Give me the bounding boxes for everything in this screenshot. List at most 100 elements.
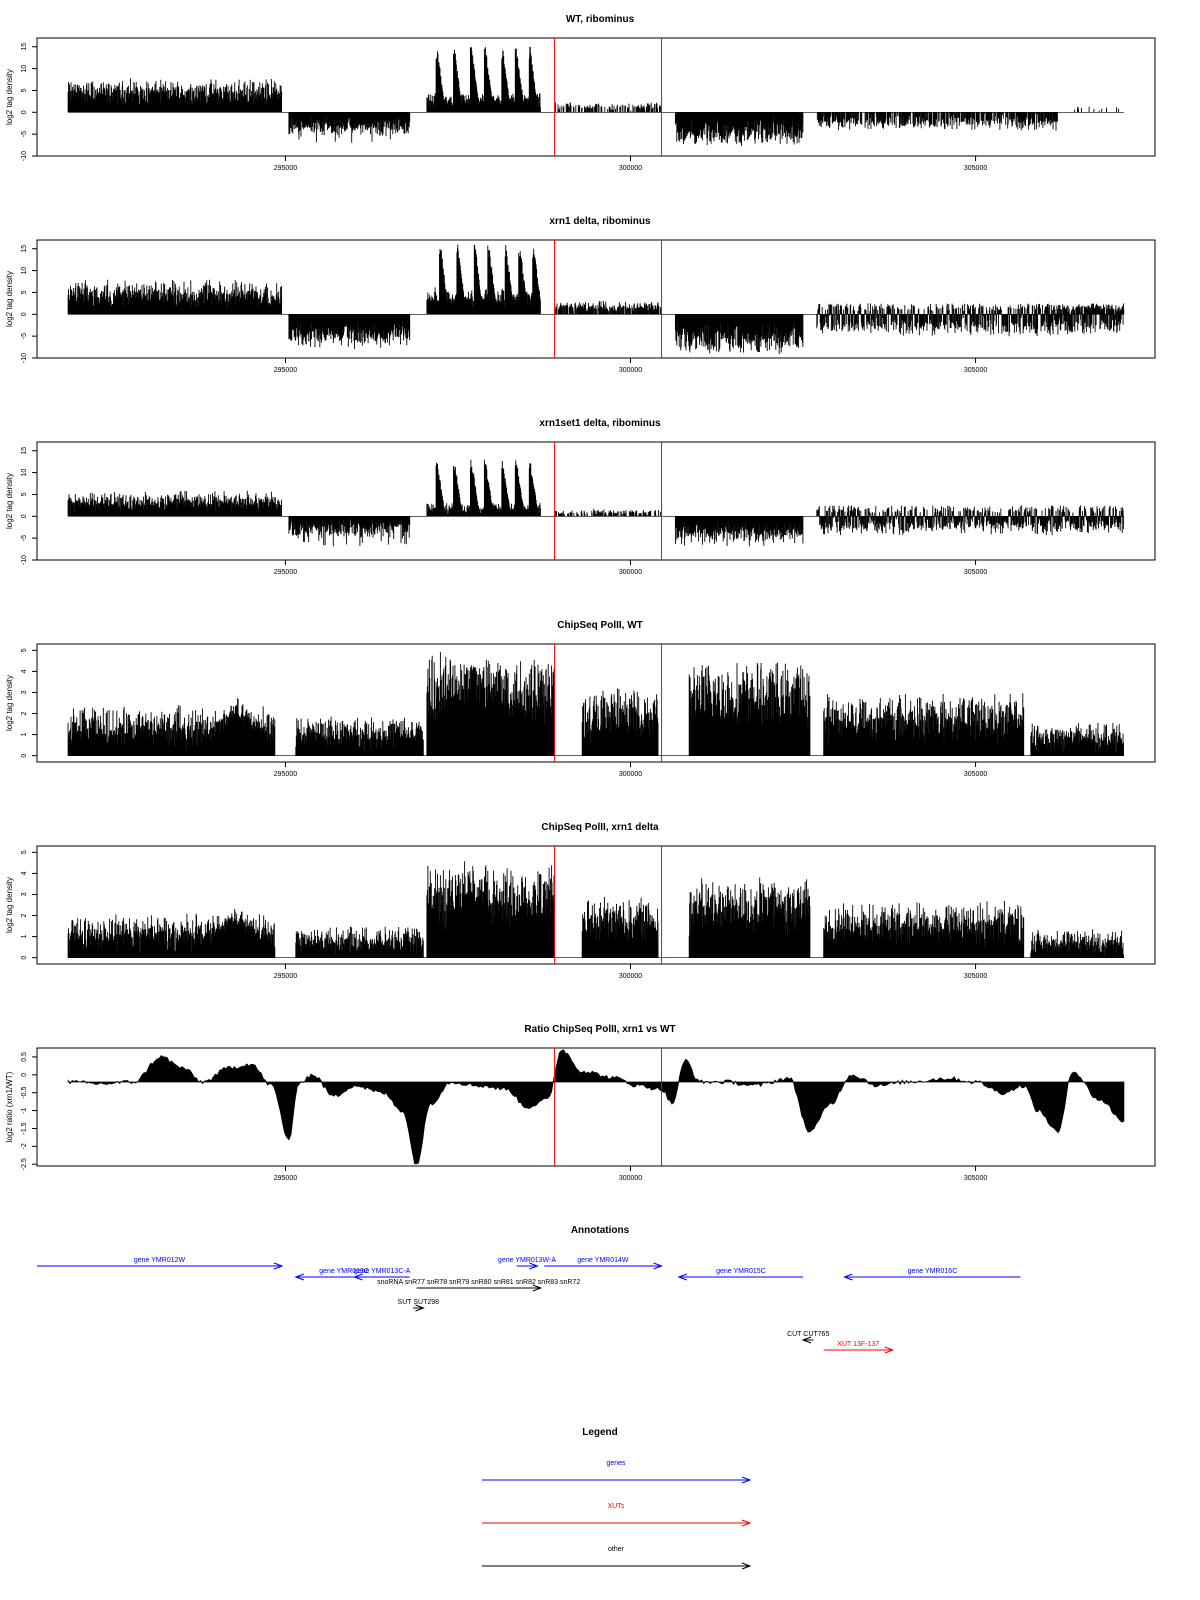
y-tick-label: 15: [21, 245, 28, 253]
chart-panel-1: WT, ribominus log2 tag density -10 -5 0 5 10 15…: [5, 14, 1156, 172]
bar-series-segment-1: [67, 909, 276, 958]
annotation-label: gene YMR013W-A: [498, 1257, 556, 1264]
bars: [67, 46, 1120, 147]
y-tick-label: 2: [21, 913, 28, 917]
annotation-label: XUT 13F-137: [837, 1341, 879, 1348]
chart-panel-2: xrn1 delta, ribominus log2 tag density -10…: [5, 216, 1156, 374]
bar-series-segment-4: [554, 300, 662, 315]
bar-series-segment-6: [816, 505, 1125, 536]
bar-series-segment-3: [426, 861, 555, 958]
x-tick-label: 305000: [964, 771, 987, 778]
y-tick-label: -5: [21, 535, 28, 541]
chart-title: Ratio ChipSeq PolII, xrn1 vs WT: [524, 1024, 675, 1035]
ratio-area: [67, 1049, 1125, 1165]
y-tick-label: -10: [21, 555, 28, 565]
y-tick-label: -5: [21, 333, 28, 339]
bars: [67, 861, 1124, 958]
bar-series-segment-7: [1030, 929, 1124, 958]
y-tick-label: 10: [21, 469, 28, 477]
y-tick-label: -2: [21, 1143, 28, 1149]
y-tick-label: 0: [21, 110, 28, 114]
bar-series-segment-2: [295, 926, 424, 958]
y-tick-label: 5: [21, 492, 28, 496]
arrowhead-icon: [741, 1476, 752, 1484]
x-tick-label: 300000: [619, 165, 642, 172]
arrowhead-icon: [884, 1346, 895, 1354]
chart-title: WT, ribominus: [566, 14, 635, 25]
y-tick-label: 5: [21, 88, 28, 92]
y-tick-label: 5: [21, 850, 28, 854]
plot-frame: [36, 845, 1156, 965]
arrowhead-icon: [741, 1562, 752, 1570]
bar-series-segment-3: [426, 652, 555, 756]
arrowhead-icon: [653, 1262, 663, 1270]
x-tick-label: 305000: [964, 165, 987, 172]
chart-panel-5: ChipSeq PolII, xrn1 delta log2 tag densit…: [5, 822, 1156, 980]
y-tick-label: 10: [21, 267, 28, 275]
bar-series-segment-4: [581, 897, 659, 958]
chart-panel-4: ChipSeq PolII, WT log2 tag density 0 1 2 3 4 5 2…: [5, 620, 1156, 778]
bar-series-segment-5: [674, 516, 804, 547]
bar-series-segment-6: [823, 900, 1025, 958]
y-tick-label: 15: [21, 447, 28, 455]
chart-title: ChipSeq PolII, xrn1 delta: [541, 822, 659, 833]
y-axis-label: log2 tag density: [5, 473, 14, 529]
annotation-label: gene YMR013C-A: [354, 1268, 411, 1275]
y-tick-label: 1: [21, 935, 28, 939]
bar-series-segment-7: [1030, 722, 1124, 756]
annotation-label: snoRNA snR77 snR78 snR79 snR80 snR81 snR…: [377, 1279, 580, 1286]
x-tick-label: 300000: [619, 771, 642, 778]
bar-series-segment-1: [67, 698, 276, 756]
y-tick-label: 0: [21, 956, 28, 960]
y-tick-label: 0: [21, 1073, 28, 1077]
arrowhead-icon: [677, 1273, 687, 1281]
legend-label: genes: [606, 1460, 626, 1467]
bar-series-segment-1: [67, 490, 283, 517]
bar-series-segment-2: [288, 516, 411, 547]
arrowhead-icon: [843, 1273, 853, 1281]
y-axis-label: log2 tag density: [5, 877, 14, 933]
annotation-label: CUT CUT765: [787, 1331, 829, 1338]
y-tick-label: 10: [21, 65, 28, 73]
x-tick-label: 295000: [274, 569, 297, 576]
chart-panel-3: xrn1set1 delta, ribominus log2 tag densit…: [5, 418, 1156, 576]
chart-panel-6: Ratio ChipSeq PolII, xrn1 vs WT log2 rati…: [5, 1024, 1156, 1182]
bar-series-segment-1: [67, 78, 283, 113]
x-tick-label: 300000: [619, 367, 642, 374]
plot-frame: [36, 441, 1156, 561]
arrowhead-icon: [741, 1519, 752, 1527]
bar-series-segment-4: [554, 508, 661, 517]
plot-frame: [36, 37, 1156, 157]
x-tick-label: 305000: [964, 973, 987, 980]
plot-frame: [36, 1047, 1156, 1167]
x-tick-label: 300000: [619, 1175, 642, 1182]
legend-label: XUTs: [608, 1503, 625, 1510]
y-tick-label: 0: [21, 312, 28, 316]
x-tick-label: 295000: [274, 1175, 297, 1182]
y-tick-label: 3: [21, 690, 28, 694]
y-tick-label: -1.5: [21, 1122, 28, 1134]
annotation-label: gene YMR012W: [134, 1257, 186, 1264]
bar-series-segment-3: [426, 46, 541, 113]
y-tick-label: 0.5: [21, 1052, 28, 1062]
y-tick-label: 2: [21, 711, 28, 715]
x-tick-label: 295000: [274, 973, 297, 980]
y-tick-label: -1: [21, 1107, 28, 1113]
arrowhead-icon: [532, 1284, 543, 1292]
bars: [67, 244, 1125, 355]
y-tick-label: -0.5: [21, 1087, 28, 1099]
arrowhead-icon: [415, 1304, 425, 1312]
legend-title: Legend: [582, 1427, 618, 1438]
bar-series-segment-5: [688, 662, 811, 756]
x-tick-label: 305000: [964, 367, 987, 374]
arrowhead-icon: [294, 1273, 304, 1281]
x-tick-label: 305000: [964, 1175, 987, 1182]
y-axis-label: log2 tag density: [5, 69, 14, 125]
y-tick-label: 5: [21, 648, 28, 652]
annotation-label: gene YMR015C: [716, 1268, 766, 1275]
bar-series-segment-5: [674, 112, 804, 147]
y-tick-label: 4: [21, 871, 28, 875]
chart-title: ChipSeq PolII, WT: [557, 620, 643, 631]
